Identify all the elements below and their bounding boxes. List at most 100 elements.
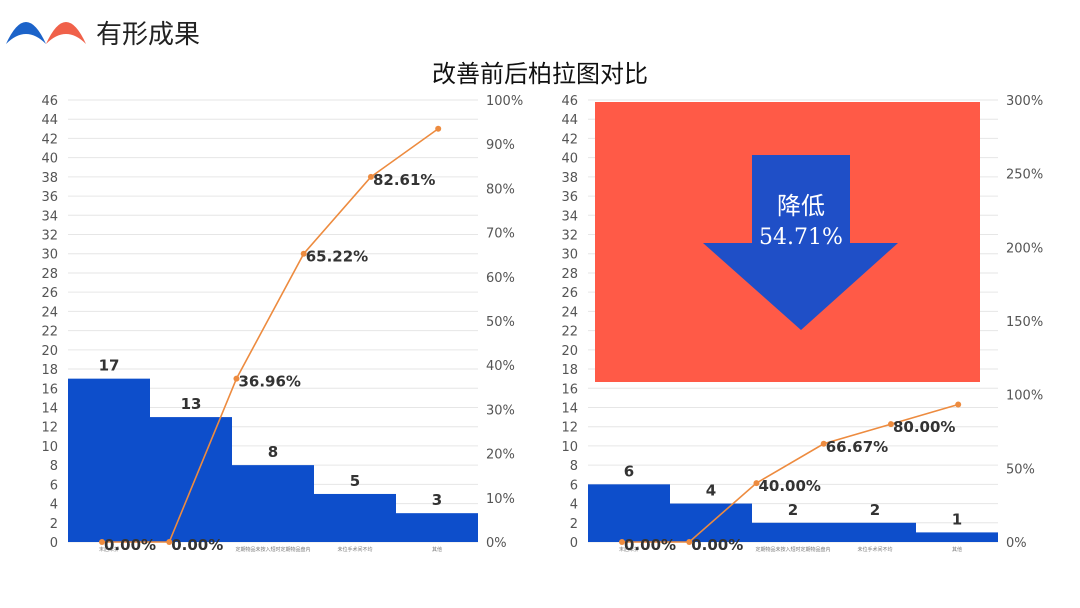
brand-logo-icon bbox=[6, 22, 86, 44]
after-category-label: 末后未折 bbox=[619, 546, 639, 553]
before-y-tick-label: 44 bbox=[41, 113, 58, 128]
after-y-tick-label: 8 bbox=[570, 459, 578, 474]
before-y-tick-label: 22 bbox=[41, 325, 58, 340]
after-y-tick-label: 42 bbox=[561, 132, 578, 147]
before-y-tick-label: 6 bbox=[50, 478, 58, 493]
after-y-tick-label: 18 bbox=[561, 363, 578, 378]
after-y-tick-label: 30 bbox=[561, 248, 578, 263]
before-y-tick-label: 36 bbox=[41, 190, 58, 205]
after-y-tick-label: 2 bbox=[570, 517, 578, 532]
after-y-tick-label: 14 bbox=[561, 401, 578, 416]
page-header-title: 有形成果 bbox=[96, 20, 201, 50]
after-cumulative-point bbox=[887, 421, 894, 428]
before-y-tick-label: 28 bbox=[41, 267, 58, 282]
after-y-tick-label: 32 bbox=[561, 229, 578, 244]
before-y2-tick-label: 80% bbox=[486, 182, 515, 197]
before-cumulative-label: 36.96% bbox=[238, 373, 300, 391]
before-cumulative-point bbox=[99, 539, 105, 545]
down-arrow-icon bbox=[703, 155, 898, 330]
after-bar-value-label: 2 bbox=[788, 501, 798, 519]
before-y2-tick-label: 30% bbox=[486, 403, 515, 418]
before-y-tick-label: 12 bbox=[41, 421, 58, 436]
after-y-tick-label: 0 bbox=[570, 536, 578, 551]
before-y2-tick-label: 20% bbox=[486, 448, 515, 463]
after-cumulative-point bbox=[955, 401, 962, 408]
before-y-tick-label: 8 bbox=[50, 459, 58, 474]
before-cumulative-label: 0.00% bbox=[171, 536, 223, 554]
after-cumulative-point bbox=[820, 440, 827, 447]
before-cumulative-label: 0.00% bbox=[104, 536, 156, 554]
before-y-tick-label: 34 bbox=[41, 209, 58, 224]
after-y-tick-label: 10 bbox=[561, 440, 578, 455]
before-y-tick-label: 30 bbox=[41, 248, 58, 263]
before-bar-value-label: 8 bbox=[268, 443, 278, 461]
after-bar-value-label: 6 bbox=[624, 462, 634, 480]
before-bar-value-label: 3 bbox=[432, 491, 442, 509]
after-y2-tick-label: 50% bbox=[1006, 462, 1035, 477]
after-cumulative-point bbox=[686, 539, 693, 545]
before-category-label: 定期物品未按入短时定期物品盘内 bbox=[235, 546, 310, 553]
after-y-tick-label: 26 bbox=[561, 286, 578, 301]
after-cumulative-label: 66.67% bbox=[826, 438, 888, 456]
after-y-tick-label: 6 bbox=[570, 478, 578, 493]
after-bar-value-label: 4 bbox=[706, 482, 716, 500]
before-bar-value-label: 5 bbox=[350, 472, 360, 490]
after-y-tick-label: 20 bbox=[561, 344, 578, 359]
before-y-tick-label: 10 bbox=[41, 440, 58, 455]
before-cumulative-point bbox=[300, 250, 307, 257]
after-cumulative-label: 40.00% bbox=[758, 477, 820, 495]
before-y-tick-label: 32 bbox=[41, 229, 58, 244]
before-y-tick-label: 18 bbox=[41, 363, 58, 378]
after-y2-tick-label: 250% bbox=[1006, 168, 1043, 183]
before-cumulative-point bbox=[166, 539, 173, 545]
header: 有形成果 bbox=[0, 0, 1080, 60]
after-cumulative-point bbox=[619, 539, 625, 545]
callout-text-line1: 降低 bbox=[777, 192, 825, 220]
before-bar bbox=[150, 417, 232, 542]
after-cumulative-line bbox=[622, 403, 959, 543]
before-y2-tick-label: 50% bbox=[486, 315, 515, 330]
before-y-tick-label: 4 bbox=[50, 498, 58, 513]
before-y2-tick-label: 0% bbox=[486, 536, 507, 551]
before-cumulative-label: 65.22% bbox=[306, 248, 368, 266]
after-y-tick-label: 36 bbox=[561, 190, 578, 205]
after-category-label: 未位手术间不均 bbox=[857, 546, 892, 553]
before-y-tick-label: 40 bbox=[41, 152, 58, 167]
after-bar bbox=[588, 484, 670, 542]
after-y-tick-label: 28 bbox=[561, 267, 578, 282]
before-y2-tick-label: 100% bbox=[486, 94, 523, 109]
before-bar-value-label: 17 bbox=[99, 357, 120, 375]
after-cumulative-label: 0.00% bbox=[624, 536, 676, 554]
after-y2-tick-label: 150% bbox=[1006, 315, 1043, 330]
after-category-label: 定期物品未按入短时定期物品盘内 bbox=[755, 546, 830, 553]
before-category-label: 其他 bbox=[432, 546, 442, 553]
before-y-tick-label: 46 bbox=[41, 94, 58, 109]
after-y2-tick-label: 300% bbox=[1006, 94, 1043, 109]
after-y-tick-label: 4 bbox=[570, 498, 578, 513]
before-y-tick-label: 0 bbox=[50, 536, 58, 551]
before-y-tick-label: 42 bbox=[41, 132, 58, 147]
after-y2-tick-label: 0% bbox=[1006, 536, 1027, 551]
after-bar-value-label: 2 bbox=[870, 501, 880, 519]
before-y2-tick-label: 60% bbox=[486, 271, 515, 286]
after-y-tick-label: 16 bbox=[561, 382, 578, 397]
before-y-tick-label: 38 bbox=[41, 171, 58, 186]
callout-text-line2: 54.71% bbox=[759, 225, 843, 250]
before-cumulative-point bbox=[233, 375, 240, 382]
before-y-tick-label: 20 bbox=[41, 344, 58, 359]
before-cumulative-point bbox=[435, 125, 442, 132]
before-category-label: 未位手术间不均 bbox=[337, 546, 372, 553]
before-cumulative-line bbox=[102, 128, 439, 543]
before-y-tick-label: 26 bbox=[41, 286, 58, 301]
after-y-tick-label: 44 bbox=[561, 113, 578, 128]
before-cumulative-point bbox=[367, 173, 374, 180]
before-y-tick-label: 24 bbox=[41, 305, 58, 320]
before-y-tick-label: 14 bbox=[41, 401, 58, 416]
after-y2-tick-label: 100% bbox=[1006, 389, 1043, 404]
after-bar bbox=[916, 532, 998, 542]
after-y-tick-label: 22 bbox=[561, 325, 578, 340]
after-bar bbox=[834, 522, 916, 542]
after-y-tick-label: 38 bbox=[561, 171, 578, 186]
after-cumulative-label: 80.00% bbox=[893, 418, 955, 436]
